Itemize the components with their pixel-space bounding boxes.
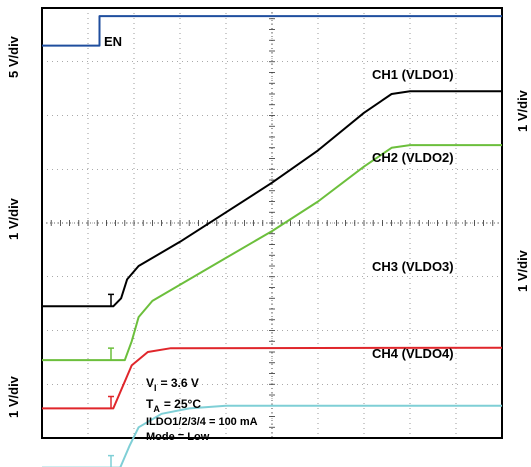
ground-marker-ch1	[108, 293, 114, 307]
label-ch2: CH2 (VLDO2)	[372, 150, 454, 165]
label-ch1: CH1 (VLDO1)	[372, 67, 454, 82]
scale-right-top: 1 V/div	[515, 89, 530, 132]
trace-ch3	[42, 346, 503, 410]
scale-left-bottom: 1 V/div	[6, 375, 21, 418]
trace-ch4	[42, 404, 502, 467]
scale-left-mid: 1 V/div	[6, 197, 21, 240]
condition-vi: VI = 3.6 V	[146, 376, 199, 393]
plot-frame	[41, 7, 503, 439]
scale-right-bottom: 1 V/div	[515, 249, 530, 292]
scale-left-top: 5 V/div	[6, 35, 21, 78]
grid	[41, 7, 503, 439]
ground-marker-ch2	[108, 347, 114, 361]
test-conditions: VI = 3.6 V TA = 25°C ILDO1/2/3/4 = 100 mA …	[146, 376, 258, 443]
trace-ch2	[42, 144, 502, 362]
trace-en	[42, 15, 502, 47]
label-ch3: CH3 (VLDO3)	[372, 259, 454, 274]
condition-ta: TA = 25°C	[146, 397, 201, 414]
condition-iload: ILDO1/2/3/4 = 100 mA	[146, 416, 258, 428]
ground-marker-ch4	[108, 454, 114, 467]
condition-mode: Mode = Low	[146, 431, 210, 443]
ground-markers	[108, 293, 114, 467]
ground-marker-ch3	[108, 395, 114, 409]
traces	[42, 15, 503, 467]
trace-ch1	[42, 90, 502, 308]
label-ch4: CH4 (VLDO4)	[372, 346, 454, 361]
label-en: EN	[104, 34, 122, 49]
